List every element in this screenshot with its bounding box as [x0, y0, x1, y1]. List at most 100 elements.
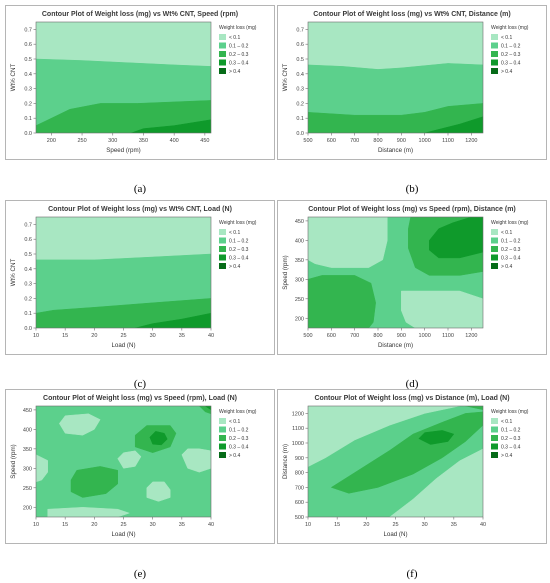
legend-swatch: [219, 34, 226, 40]
y-tick-label: 0.5: [24, 252, 32, 258]
x-tick-label: 35: [179, 333, 185, 339]
legend-swatch: [491, 246, 498, 252]
caption-b: (b): [405, 183, 419, 195]
y-tick-label: 0.4: [24, 72, 32, 78]
y-tick-label: 500: [295, 515, 304, 521]
x-tick-label: 200: [47, 138, 56, 144]
y-tick-label: 600: [295, 500, 304, 506]
y-tick-label: 450: [23, 408, 32, 414]
legend-label: 0.2 – 0.3: [229, 247, 249, 253]
legend-label: < 0.1: [229, 230, 240, 236]
y-tick-label: 0.5: [24, 57, 32, 63]
contour-chart: Contour Plot of Weight loss (mg) vs Spee…: [10, 395, 257, 538]
contour-region-level-2: [465, 406, 483, 410]
contour-region-level-3: [418, 430, 455, 445]
contour-panel-b: Contour Plot of Weight loss (mg) vs Wt% …: [277, 5, 547, 160]
legend-label: 0.3 – 0.4: [501, 445, 521, 451]
x-tick-label: 10: [305, 522, 311, 528]
legend-label: < 0.1: [501, 35, 512, 41]
y-tick-label: 0.4: [24, 267, 32, 273]
legend-label: 0.2 – 0.3: [501, 52, 521, 58]
x-tick-label: 1200: [465, 333, 477, 339]
legend-label: 0.1 – 0.2: [501, 239, 521, 245]
y-tick-label: 350: [23, 447, 32, 453]
x-tick-label: 700: [350, 333, 359, 339]
legend-swatch: [219, 229, 226, 235]
y-tick-label: 0.1: [24, 311, 32, 317]
contour-chart: Contour Plot of Weight loss (mg) vs Wt% …: [10, 11, 257, 154]
y-tick-label: 0.2: [24, 296, 32, 302]
legend-swatch: [219, 59, 226, 66]
legend-title: Weight loss (mg): [491, 220, 529, 226]
y-tick-label: 0.3: [296, 87, 304, 93]
chart-title: Contour Plot of Weight loss (mg) vs Wt% …: [313, 11, 510, 18]
legend-label: > 0.4: [229, 264, 240, 270]
y-tick-label: 0.0: [24, 326, 32, 332]
caption-e: (e): [133, 568, 147, 580]
legend-label: < 0.1: [501, 230, 512, 236]
x-tick-label: 900: [397, 333, 406, 339]
y-axis-label: Speed (rpm): [10, 444, 17, 478]
x-tick-label: 1100: [442, 138, 454, 144]
contour-panel-f: Contour Plot of Weight loss (mg) vs Dist…: [277, 389, 547, 544]
x-tick-label: 30: [150, 333, 156, 339]
contour-chart: Contour Plot of Weight loss (mg) vs Wt% …: [10, 206, 257, 349]
legend-label: > 0.4: [229, 453, 240, 459]
x-tick-label: 40: [208, 333, 214, 339]
plot-frame: [307, 21, 484, 134]
contour-region-level-0: [47, 507, 130, 517]
y-tick-label: 800: [295, 471, 304, 477]
y-axis-label: Speed (rpm): [282, 255, 289, 289]
legend-swatch: [219, 426, 226, 433]
contour-region-level-3: [149, 431, 168, 446]
contour-regions: [36, 406, 211, 517]
contour-region-level-0: [389, 448, 483, 517]
y-tick-label: 1100: [292, 426, 304, 432]
contour-region-level-2: [36, 100, 211, 133]
legend-label: 0.2 – 0.3: [229, 52, 249, 58]
contour-region-level-3: [424, 116, 483, 133]
contour-region-level-3: [134, 312, 211, 328]
y-tick-label: 0.5: [296, 57, 304, 63]
y-tick-label: 0.0: [296, 131, 304, 137]
legend-swatch: [491, 229, 498, 235]
legend-label: 0.1 – 0.2: [501, 428, 521, 434]
contour-chart: Contour Plot of Weight loss (mg) vs Dist…: [282, 395, 529, 538]
legend-label: 0.3 – 0.4: [229, 61, 249, 67]
x-tick-label: 25: [120, 333, 126, 339]
legend-title: Weight loss (mg): [219, 409, 257, 415]
x-tick-label: 1000: [419, 333, 431, 339]
contour-region-level-0: [59, 413, 101, 436]
contour-region-level-3: [429, 217, 483, 259]
x-tick-label: 30: [422, 522, 428, 528]
y-tick-label: 0.3: [24, 87, 32, 93]
contour-panel-a: Contour Plot of Weight loss (mg) vs Wt% …: [5, 5, 275, 160]
contour-region-level-2: [36, 298, 211, 328]
y-tick-label: 1000: [292, 441, 304, 447]
contour-regions: [36, 217, 211, 328]
y-tick-label: 200: [23, 505, 32, 511]
legend-title: Weight loss (mg): [491, 409, 529, 415]
x-tick-label: 1100: [442, 333, 454, 339]
y-tick-label: 0.6: [24, 42, 32, 48]
legend-swatch: [219, 68, 226, 74]
x-tick-label: 35: [451, 522, 457, 528]
x-tick-label: 600: [327, 138, 336, 144]
legend-label: < 0.1: [229, 35, 240, 41]
legend-swatch: [219, 42, 226, 49]
legend-swatch: [219, 443, 226, 450]
contour-regions: [36, 22, 211, 133]
x-tick-label: 800: [373, 333, 382, 339]
legend-label: > 0.4: [501, 453, 512, 459]
legend-label: 0.2 – 0.3: [229, 436, 249, 442]
y-tick-label: 250: [295, 297, 304, 303]
legend-label: > 0.4: [229, 69, 240, 75]
contour-region-level-0: [36, 217, 211, 261]
legend-swatch: [491, 263, 498, 269]
legend-swatch: [491, 51, 498, 57]
x-tick-label: 250: [77, 138, 86, 144]
x-tick-label: 10: [33, 333, 39, 339]
x-tick-label: 700: [350, 138, 359, 144]
contour-panel-e: Contour Plot of Weight loss (mg) vs Spee…: [5, 389, 275, 544]
legend-label: 0.3 – 0.4: [229, 445, 249, 451]
